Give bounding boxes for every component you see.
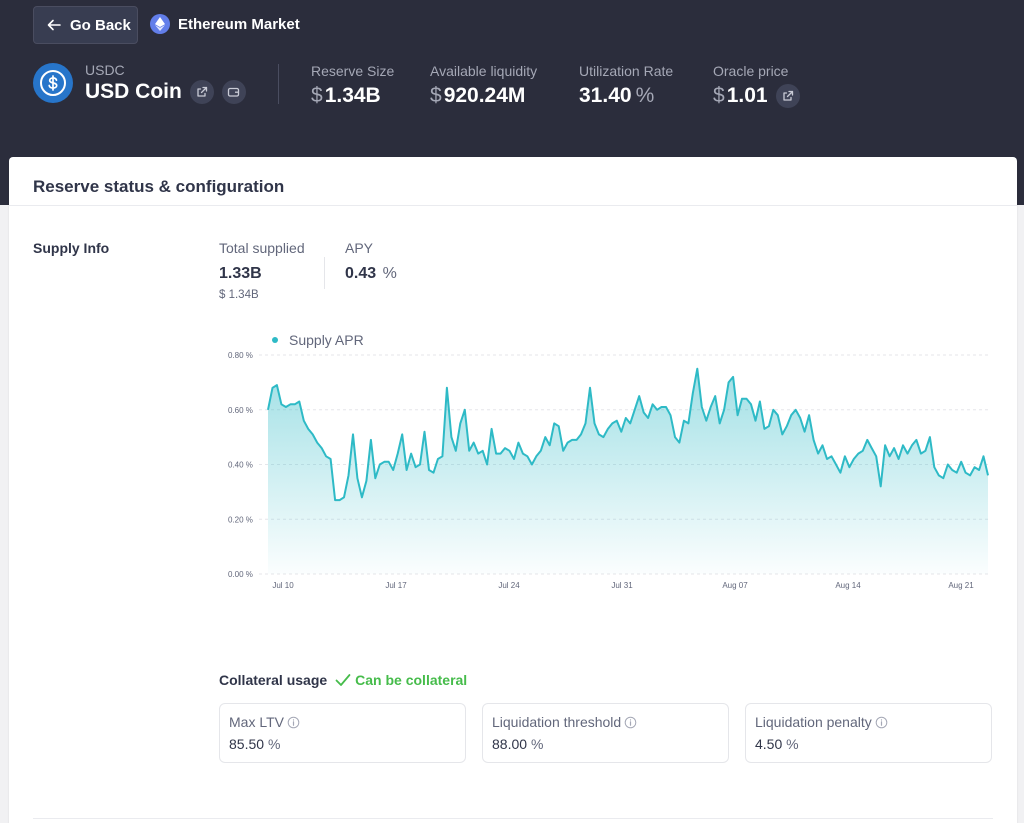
collateral-usage-row: Collateral usage Can be collateral: [219, 672, 467, 688]
asset-symbol: USDC: [85, 62, 125, 78]
legend-label: Supply APR: [289, 332, 364, 348]
arrow-left-icon: [47, 19, 61, 31]
oracle-link-icon[interactable]: [775, 84, 800, 108]
available-liquidity-label: Available liquidity: [430, 63, 538, 79]
market-selector[interactable]: Ethereum Market: [150, 14, 300, 34]
stat-divider: [324, 257, 325, 289]
oracle-price-currency: $: [713, 84, 725, 107]
available-liquidity-currency: $: [430, 84, 442, 107]
max-ltv-label: Max LTV: [229, 714, 284, 730]
liquidation-threshold-box: Liquidation threshold 88.00 %: [482, 703, 729, 763]
supply-apr-chart: Supply APR 0.00 % 0.20 % 0.40 % 0.60 % 0.80 …: [228, 332, 991, 590]
total-supplied-stat: Total supplied 1.33B $ 1.34B: [219, 240, 305, 301]
oracle-price-metric: Oracle price $ 1.01: [713, 63, 808, 108]
utilization-rate-percent: %: [635, 84, 655, 107]
external-link-icon[interactable]: [189, 80, 214, 104]
x-tick-label: Jul 17: [385, 581, 407, 590]
apy-stat: APY 0.43 %: [345, 240, 397, 283]
reserve-size-metric: Reserve Size $ 1.34B: [311, 63, 394, 108]
utilization-rate-metric: Utilization Rate 31.40 %: [579, 63, 673, 108]
asset-info: USDC USD Coin: [33, 62, 254, 104]
total-supplied-value: 1.33B: [219, 265, 262, 282]
info-icon[interactable]: [624, 716, 637, 729]
liquidation-penalty-label: Liquidation penalty: [755, 714, 872, 730]
liquidation-penalty-box: Liquidation penalty 4.50 %: [745, 703, 992, 763]
oracle-price-value: 1.01: [726, 84, 768, 107]
y-tick-label: 0.20 %: [228, 515, 253, 524]
header-divider: [278, 64, 279, 104]
legend-dot: [272, 337, 278, 343]
oracle-price-label: Oracle price: [713, 63, 789, 79]
reserve-size-currency: $: [311, 84, 323, 107]
reserve-size-label: Reserve Size: [311, 63, 395, 79]
max-ltv-box: Max LTV 85.50 %: [219, 703, 466, 763]
x-tick-label: Jul 10: [272, 581, 294, 590]
liquidation-penalty-percent: %: [786, 736, 799, 752]
supply-apr-area: [268, 368, 988, 574]
y-tick-label: 0.80 %: [228, 351, 253, 360]
ethereum-icon: [150, 14, 170, 34]
collateral-status: Can be collateral: [335, 672, 467, 688]
x-tick-label: Aug 14: [835, 581, 861, 590]
section-divider: [33, 818, 993, 819]
available-liquidity-value: 920.24M: [443, 84, 526, 107]
supply-info-label: Supply Info: [33, 240, 110, 256]
reserve-status-card: Reserve status & configuration Supply In…: [9, 157, 1017, 823]
collateral-usage-label: Collateral usage: [219, 672, 328, 688]
wallet-icon[interactable]: [221, 80, 246, 104]
utilization-rate-label: Utilization Rate: [579, 63, 674, 79]
check-icon: [335, 674, 351, 686]
go-back-label: Go Back: [70, 16, 131, 34]
y-tick-label: 0.40 %: [228, 461, 253, 470]
liquidation-threshold-percent: %: [530, 736, 544, 752]
x-tick-label: Jul 31: [611, 581, 633, 590]
go-back-button[interactable]: Go Back: [33, 6, 138, 44]
total-supplied-label: Total supplied: [219, 240, 305, 256]
x-tick-label: Aug 21: [948, 581, 974, 590]
available-liquidity-metric: Available liquidity $ 920.24M: [430, 63, 537, 108]
apy-label: APY: [345, 240, 374, 256]
y-tick-label: 0.60 %: [228, 406, 253, 415]
asset-name: USD Coin: [85, 80, 182, 103]
y-tick-label: 0.00 %: [228, 570, 253, 579]
liquidation-threshold-label: Liquidation threshold: [492, 714, 622, 730]
x-tick-label: Aug 07: [722, 581, 748, 590]
info-icon[interactable]: [287, 716, 300, 729]
apy-percent: %: [382, 265, 397, 282]
max-ltv-percent: %: [267, 736, 281, 752]
utilization-rate-value: 31.40: [579, 84, 632, 107]
market-name: Ethereum Market: [178, 15, 300, 33]
liquidation-penalty-value: 4.50: [755, 736, 783, 752]
card-divider: [9, 205, 1017, 206]
total-supplied-usd: $ 1.34B: [219, 289, 259, 301]
supply-apr-line: [267, 367, 989, 502]
card-title: Reserve status & configuration: [33, 177, 285, 196]
info-icon[interactable]: [875, 716, 888, 729]
collateral-status-label: Can be collateral: [355, 672, 468, 688]
usdc-logo-icon: [33, 63, 73, 103]
apy-value: 0.43: [345, 265, 377, 282]
x-tick-label: Jul 24: [498, 581, 520, 590]
liquidation-threshold-value: 88.00: [492, 736, 528, 752]
reserve-size-value: 1.34B: [324, 84, 381, 107]
max-ltv-value: 85.50: [229, 736, 265, 752]
